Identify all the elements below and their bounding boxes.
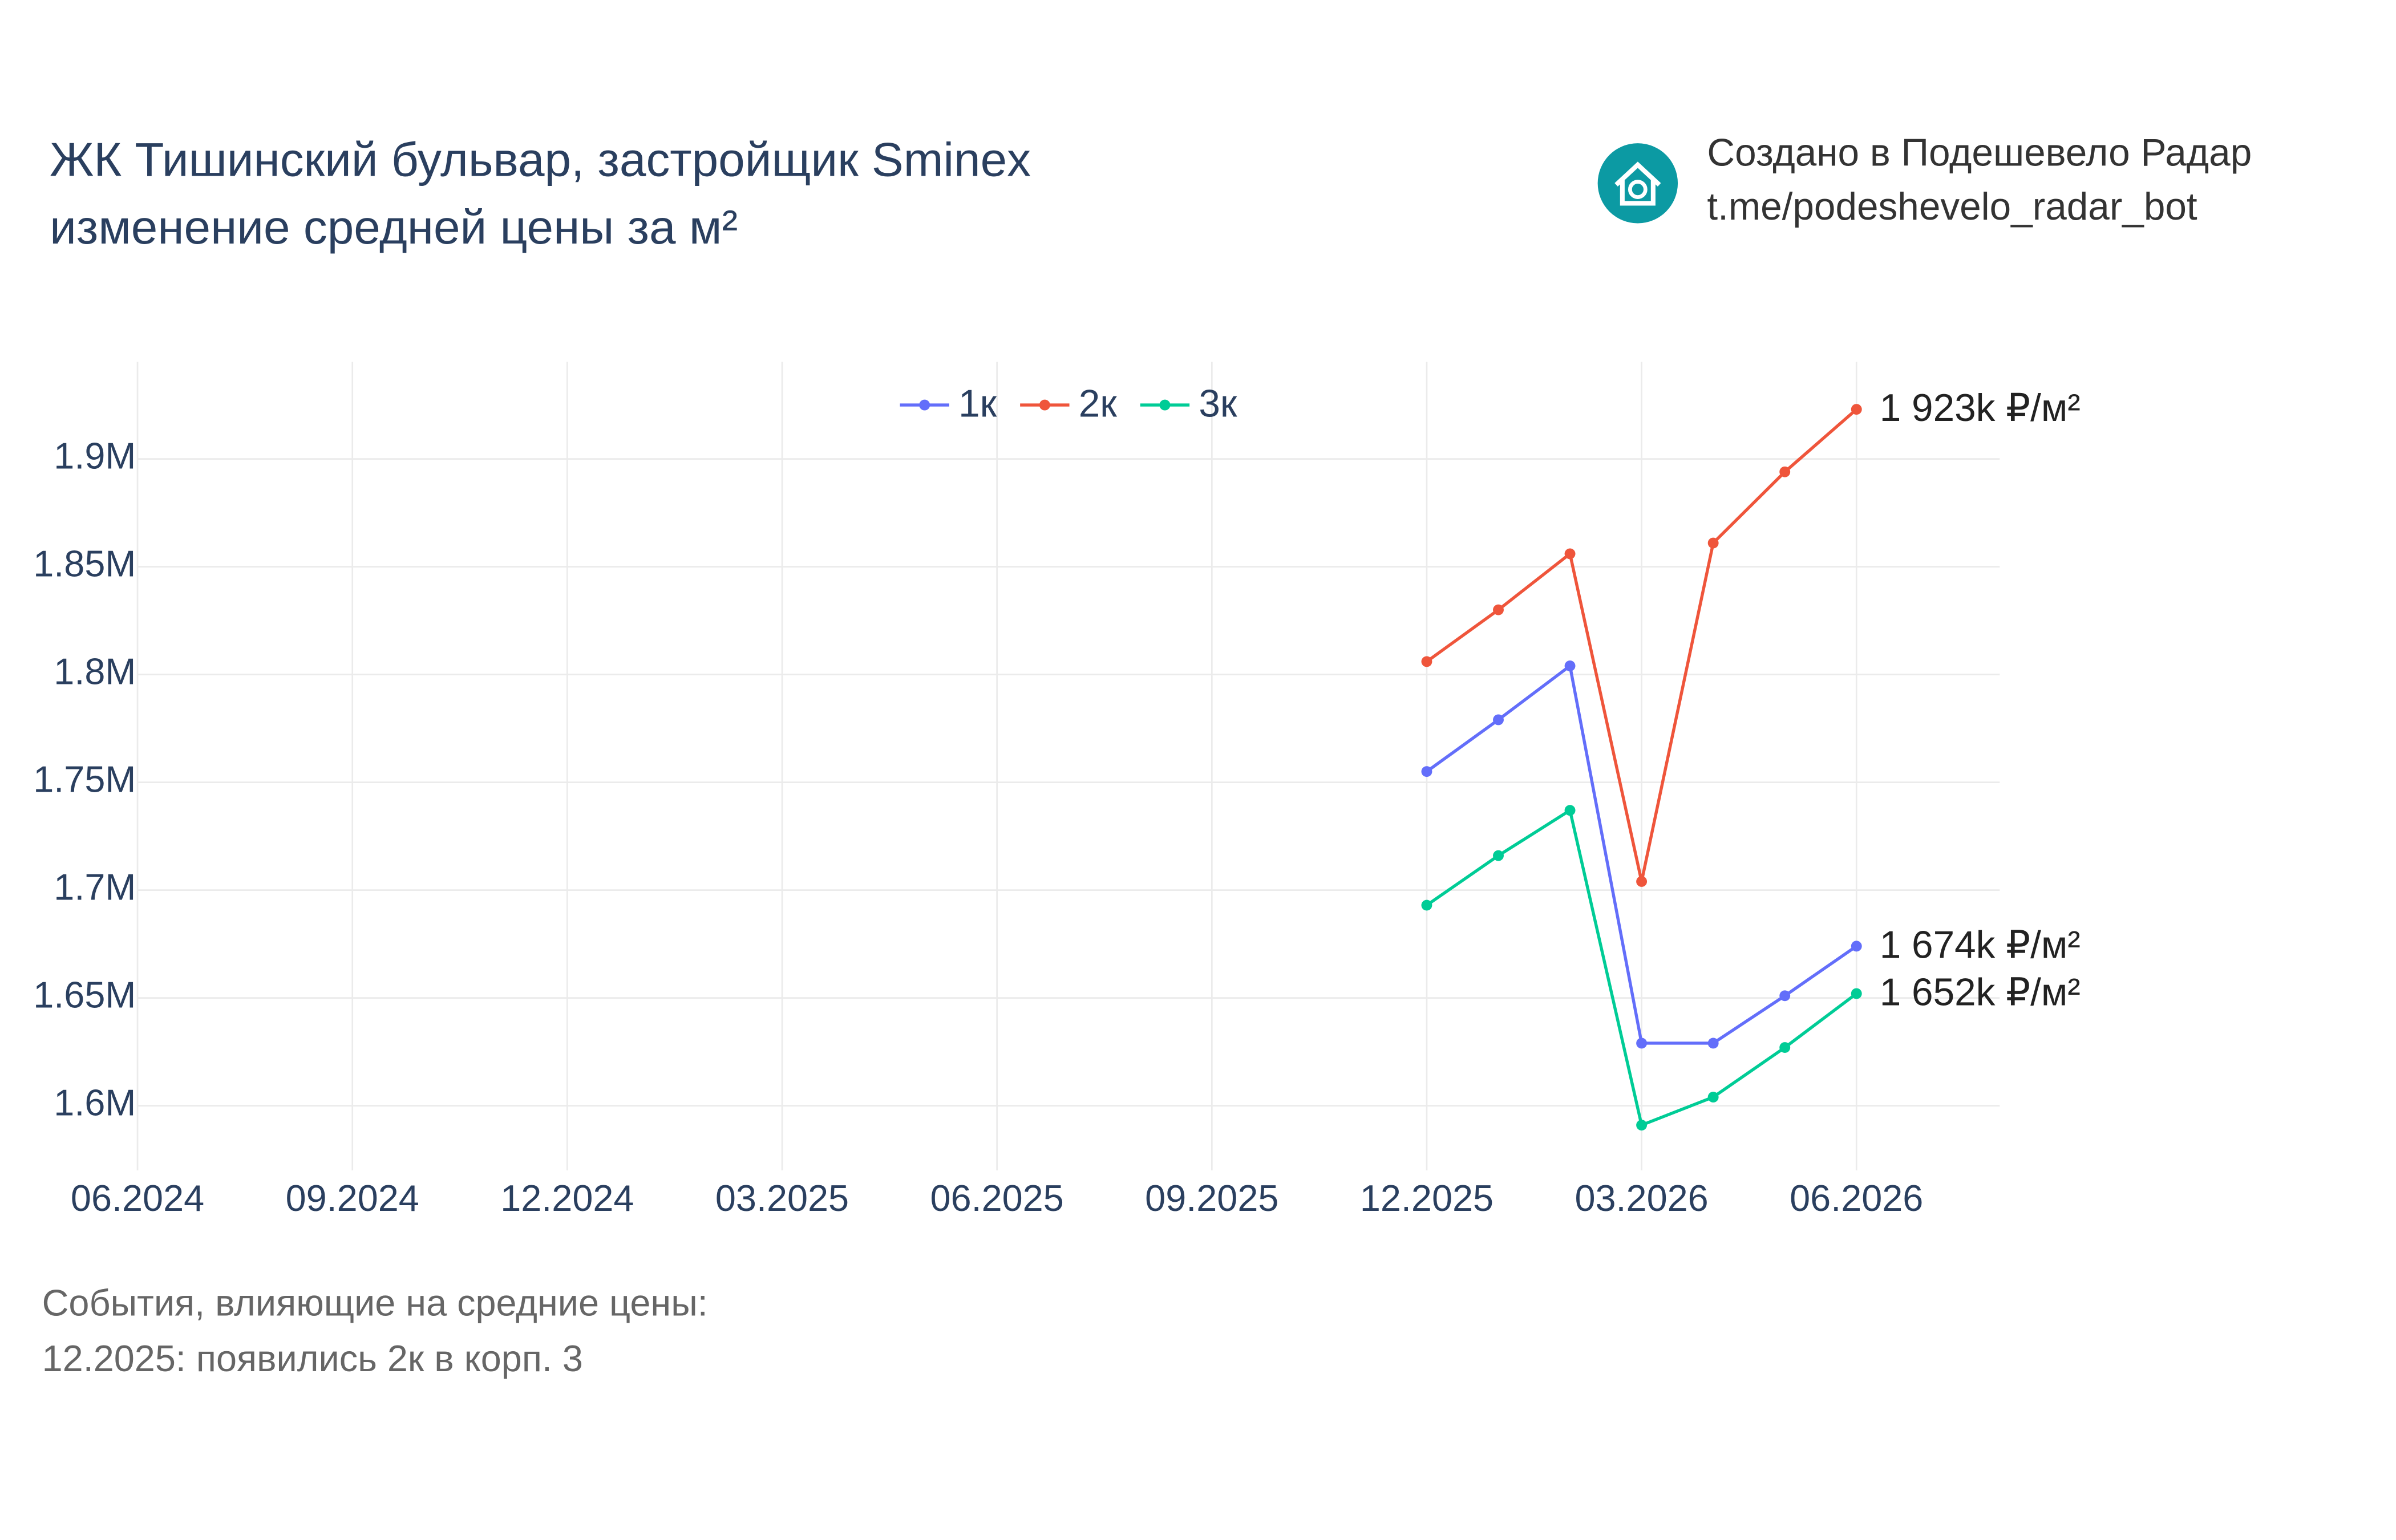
point (1636, 1120, 1648, 1131)
point (1564, 660, 1576, 671)
y-tick-label: 1.85M (33, 543, 136, 585)
y-tick-label: 1.9M (54, 435, 136, 477)
x-tick-label: 09.2024 (286, 1177, 419, 1219)
credit-link: t.me/podeshevelo_radar_bot (1707, 185, 2197, 228)
x-tick-label: 06.2025 (930, 1177, 1064, 1219)
legend-label: 1к (958, 383, 997, 425)
point (1493, 850, 1504, 861)
y-tick-label: 1.75M (33, 759, 136, 800)
credit: Создано в Подешевело Радар (1707, 132, 2252, 175)
title: ЖК Тишинский бульвар, застройщик Sminex (50, 132, 1031, 186)
y-tick-label: 1.6M (54, 1082, 136, 1124)
value-label: 1 652k ₽/м² (1880, 971, 2081, 1014)
point (1851, 941, 1862, 952)
point (1636, 876, 1648, 887)
x-tick-label: 12.2024 (500, 1177, 634, 1219)
point (1779, 990, 1791, 1002)
legend-marker (1039, 399, 1050, 411)
x-tick-label: 06.2026 (1790, 1177, 1923, 1219)
point (1779, 466, 1791, 477)
point (1421, 656, 1432, 667)
x-tick-label: 06.2024 (71, 1177, 204, 1219)
point (1493, 604, 1504, 615)
value-label: 1 674k ₽/м² (1880, 923, 2081, 966)
point (1851, 404, 1862, 415)
x-tick-label: 03.2025 (715, 1177, 849, 1219)
point (1636, 1038, 1648, 1049)
legend-label: 3к (1199, 383, 1237, 425)
y-tick-label: 1.7M (54, 866, 136, 908)
point (1493, 714, 1504, 726)
legend-marker (1159, 399, 1171, 411)
legend-marker (919, 399, 930, 411)
events-title: События, влияющие на средние цены: (42, 1282, 708, 1324)
y-tick-label: 1.65M (33, 974, 136, 1016)
point (1851, 988, 1862, 999)
x-tick-label: 09.2025 (1145, 1177, 1278, 1219)
value-label: 1 923k ₽/м² (1880, 387, 2081, 429)
point (1707, 1038, 1719, 1049)
point (1421, 766, 1432, 777)
logo (1597, 143, 1678, 224)
x-tick-label: 03.2026 (1575, 1177, 1708, 1219)
point (1779, 1042, 1791, 1053)
point (1564, 805, 1576, 816)
legend-label: 2к (1079, 383, 1118, 425)
point (1707, 537, 1719, 549)
y-tick-label: 1.8M (54, 651, 136, 692)
point (1421, 899, 1432, 911)
point (1707, 1092, 1719, 1103)
point (1564, 548, 1576, 560)
x-tick-label: 12.2025 (1360, 1177, 1494, 1219)
event: 12.2025: появились 2к в корп. 3 (42, 1338, 583, 1379)
subtitle: изменение средней цены за м² (50, 200, 738, 254)
